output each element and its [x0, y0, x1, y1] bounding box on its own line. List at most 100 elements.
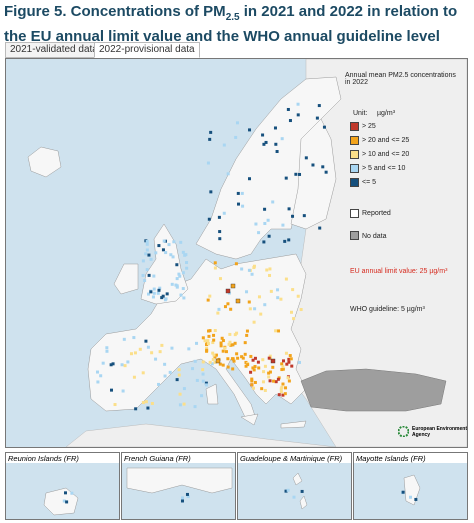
station — [268, 370, 272, 374]
station — [263, 207, 267, 211]
station — [145, 248, 149, 252]
station — [177, 373, 181, 377]
station — [109, 363, 113, 367]
station — [274, 142, 278, 146]
station — [152, 287, 156, 291]
station — [122, 337, 126, 341]
station — [283, 239, 287, 243]
station — [178, 274, 182, 278]
tab[interactable]: 2022-provisional data — [94, 42, 200, 58]
station — [277, 329, 281, 333]
station — [105, 349, 109, 353]
station — [236, 356, 240, 360]
station — [274, 380, 278, 384]
station — [224, 350, 228, 354]
station — [245, 290, 249, 294]
station — [187, 347, 191, 351]
station — [218, 277, 222, 281]
station — [262, 240, 266, 244]
station — [281, 365, 285, 369]
station — [245, 329, 249, 333]
unit-label: Unit: — [353, 110, 368, 117]
station — [296, 113, 300, 117]
station — [294, 172, 298, 176]
station — [315, 116, 319, 120]
station — [241, 356, 245, 360]
station — [227, 342, 231, 346]
station — [265, 268, 269, 272]
nodata-swatch — [350, 231, 359, 240]
station — [286, 107, 290, 111]
tab[interactable]: 2021-validated data — [5, 42, 103, 58]
station — [221, 363, 225, 367]
station — [179, 240, 183, 244]
station — [219, 341, 223, 345]
station — [247, 300, 251, 304]
station — [311, 163, 315, 167]
station — [141, 371, 145, 375]
legend-label: > 10 and <= 20 — [362, 151, 410, 158]
station — [183, 253, 187, 257]
station — [193, 359, 197, 363]
station — [267, 234, 271, 238]
station — [223, 346, 227, 350]
station — [205, 346, 209, 350]
station — [207, 217, 211, 221]
station — [179, 293, 183, 297]
station — [292, 317, 296, 321]
station — [253, 365, 257, 369]
station — [261, 133, 265, 137]
station — [230, 283, 236, 289]
station — [210, 362, 214, 366]
station — [249, 354, 253, 358]
station — [175, 285, 179, 289]
station — [154, 357, 158, 361]
station — [213, 355, 217, 359]
reported-swatch — [350, 209, 359, 218]
station — [272, 379, 276, 383]
station — [226, 365, 230, 369]
station — [289, 310, 293, 314]
station — [268, 273, 272, 277]
station — [168, 370, 172, 374]
station — [205, 348, 209, 352]
station — [201, 368, 205, 372]
station — [276, 296, 280, 300]
station — [414, 497, 418, 501]
station — [211, 341, 215, 345]
station — [229, 343, 233, 347]
station — [257, 295, 261, 299]
station — [206, 339, 210, 343]
station — [218, 362, 222, 366]
station — [281, 223, 285, 227]
station — [141, 259, 145, 263]
station — [146, 345, 150, 349]
station — [175, 277, 179, 281]
station — [322, 125, 326, 129]
station — [280, 385, 284, 389]
station — [181, 496, 185, 500]
station — [266, 218, 270, 222]
station — [65, 500, 69, 504]
station — [163, 362, 167, 366]
station — [226, 357, 230, 361]
land — [403, 474, 421, 506]
logo-text: European Environment Agency — [412, 426, 468, 438]
station — [264, 140, 268, 144]
station — [274, 329, 278, 333]
station — [62, 499, 66, 503]
legend-swatch — [350, 136, 359, 145]
station — [287, 379, 291, 383]
station — [220, 336, 224, 340]
station — [152, 274, 156, 278]
station — [252, 386, 256, 390]
station — [261, 380, 265, 384]
station — [172, 240, 176, 244]
station — [63, 491, 67, 495]
station — [231, 343, 235, 347]
station — [235, 331, 239, 335]
title-prefix: Figure 5. Concentrations of PM — [4, 3, 226, 20]
station — [70, 491, 74, 495]
station — [145, 242, 149, 246]
inset-map — [122, 463, 235, 519]
